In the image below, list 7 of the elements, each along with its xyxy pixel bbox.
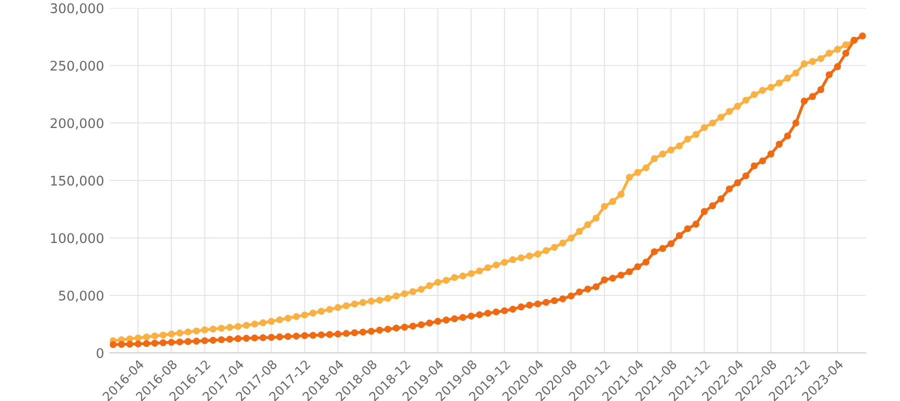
y-tick-label: 50,000 (59, 290, 104, 302)
y-tick-label: 200,000 (50, 118, 104, 130)
y-tick-label: 150,000 (51, 176, 104, 187)
y-tick-label: 100,000 (51, 233, 104, 244)
y-tick-label: 300,000 (50, 3, 104, 15)
y-tick-label: 0 (96, 348, 104, 358)
y-tick-label: 250,000 (50, 60, 104, 72)
